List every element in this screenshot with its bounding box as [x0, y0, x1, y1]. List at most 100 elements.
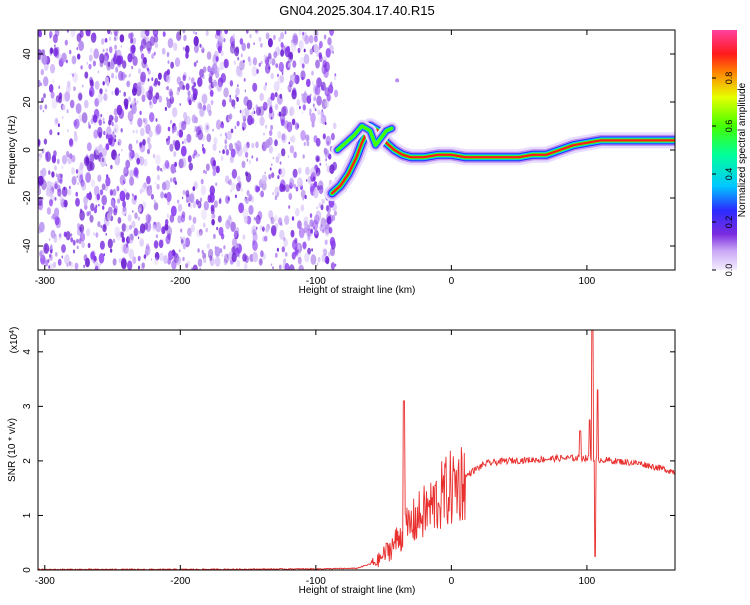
noise-speck	[192, 264, 198, 270]
noise-speck	[186, 260, 191, 267]
noise-speck	[224, 175, 230, 184]
noise-speck	[64, 254, 70, 265]
noise-speck	[317, 109, 321, 116]
noise-speck	[75, 191, 78, 197]
noise-speck	[188, 162, 193, 171]
noise-speck	[193, 30, 195, 35]
noise-speck	[267, 97, 273, 107]
noise-speck	[121, 243, 127, 254]
noise-speck	[205, 163, 210, 171]
noise-speck	[71, 55, 77, 65]
snr-multiplier-close: )	[9, 327, 20, 330]
noise-speck	[169, 143, 174, 152]
noise-speck	[199, 197, 203, 203]
noise-speck	[45, 244, 47, 248]
noise-speck	[168, 250, 174, 261]
noise-speck	[221, 253, 224, 257]
noise-speck	[66, 109, 69, 114]
noise-speck	[130, 51, 135, 60]
noise-speck	[94, 80, 100, 90]
noise-speck	[272, 156, 275, 160]
noise-speck	[132, 129, 135, 134]
noise-speck	[73, 119, 77, 127]
noise-speck	[166, 213, 169, 219]
noise-speck	[302, 241, 307, 249]
noise-speck	[108, 119, 112, 126]
noise-speck	[59, 233, 62, 238]
noise-speck	[150, 258, 153, 261]
noise-speck	[253, 110, 256, 115]
noise-speck	[76, 238, 79, 244]
noise-speck	[228, 143, 233, 151]
noise-speck	[61, 52, 67, 63]
noise-speck	[284, 215, 290, 225]
noise-speck	[219, 150, 221, 154]
noise-speck	[182, 84, 186, 91]
noise-speck	[93, 185, 100, 196]
noise-speck	[182, 189, 186, 195]
noise-speck	[276, 192, 280, 197]
noise-speck	[55, 118, 59, 124]
snr-y-tick-label: 3	[22, 403, 33, 409]
noise-speck	[105, 143, 110, 151]
noise-speck	[39, 104, 43, 111]
noise-speck	[311, 248, 313, 252]
noise-speck	[132, 37, 137, 45]
noise-speck	[120, 44, 123, 48]
noise-speck	[104, 38, 108, 43]
noise-speck	[328, 227, 333, 234]
noise-speck	[117, 141, 120, 146]
noise-speck	[41, 167, 47, 177]
noise-speck	[234, 142, 237, 146]
noise-speck	[210, 157, 216, 167]
noise-speck	[161, 47, 166, 55]
noise-speck	[199, 68, 204, 78]
spectrogram-y-tick-label: 0	[22, 147, 33, 153]
noise-speck	[143, 57, 147, 65]
noise-speck	[235, 140, 242, 152]
noise-speck	[253, 216, 256, 221]
noise-speck	[72, 249, 76, 254]
noise-speck	[96, 193, 101, 201]
noise-speck	[303, 53, 310, 65]
noise-speck	[290, 42, 297, 53]
noise-speck	[185, 115, 191, 125]
noise-speck	[62, 104, 66, 111]
noise-speck	[259, 93, 264, 101]
noise-speck	[167, 126, 171, 132]
noise-speck	[105, 163, 108, 167]
noise-speck	[252, 57, 258, 66]
noise-speck	[213, 200, 218, 208]
noise-speck	[76, 175, 78, 178]
noise-speck	[49, 199, 53, 207]
noise-speck	[234, 47, 240, 57]
noise-speck	[325, 162, 328, 167]
noise-speck	[76, 33, 82, 43]
noise-speck	[166, 74, 171, 84]
noise-speck	[147, 69, 151, 75]
noise-speck	[240, 53, 243, 58]
noise-speck	[111, 121, 114, 127]
isolated-blob	[395, 78, 400, 83]
noise-speck	[324, 148, 330, 158]
noise-speck	[162, 31, 166, 37]
noise-speck	[223, 245, 226, 250]
noise-speck	[148, 130, 153, 138]
noise-speck	[103, 130, 106, 136]
noise-speck	[228, 214, 232, 220]
noise-speck	[151, 53, 155, 59]
noise-speck	[200, 178, 204, 185]
noise-speck	[324, 229, 330, 237]
noise-speck	[248, 193, 253, 202]
noise-speck	[271, 228, 277, 237]
noise-speck	[103, 93, 108, 101]
noise-speck	[38, 175, 44, 186]
noise-speck	[252, 251, 259, 263]
noise-speck	[101, 38, 105, 45]
noise-speck	[89, 191, 92, 196]
noise-speck	[225, 219, 231, 230]
noise-speck	[192, 186, 196, 192]
noise-speck	[167, 60, 170, 64]
noise-speck	[149, 184, 153, 189]
